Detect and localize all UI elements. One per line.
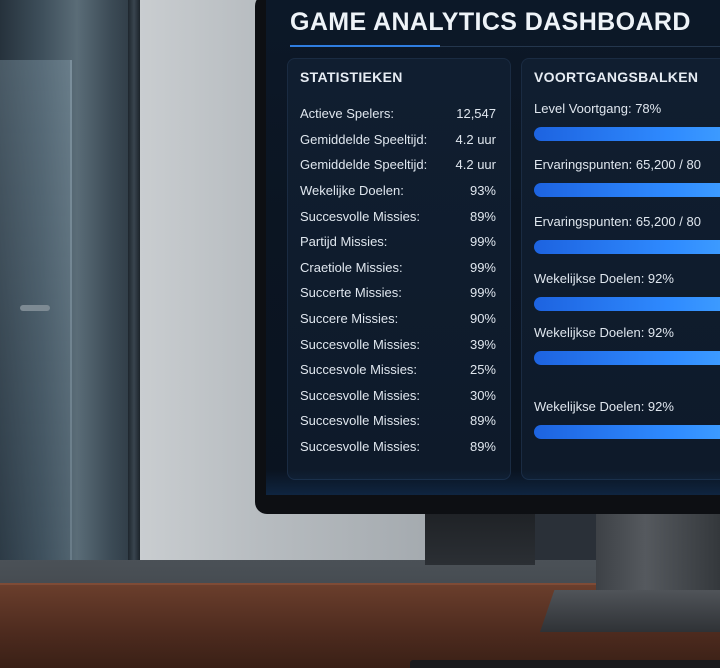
- stat-value: 30%: [469, 387, 496, 403]
- stat-row: Succesvolle Missies: 89%: [300, 408, 496, 434]
- statistics-heading: STATISTIEKEN: [300, 69, 403, 85]
- stat-value: 99%: [469, 259, 496, 275]
- dashboard-title: GAME ANALYTICS DASHBOARD: [290, 8, 691, 36]
- stat-row: Wekelijke Doelen: 93%: [300, 178, 496, 204]
- stat-value: 39%: [469, 336, 496, 352]
- keyboard: [410, 660, 720, 668]
- title-divider: [440, 46, 720, 47]
- progress-bar-label: Ervaringspunten: 65,200 / 80: [534, 214, 701, 229]
- progress-bar-label: Ervaringspunten: 65,200 / 80: [534, 157, 701, 172]
- stat-value: 89%: [469, 208, 496, 224]
- stat-row: Succesvolle Missies: 89%: [300, 434, 496, 460]
- stat-label: Gemiddelde Speeltijd:: [300, 157, 428, 173]
- progress-bar-fill: [534, 297, 720, 311]
- background-object: [425, 505, 535, 565]
- progress-bar-track: [534, 297, 720, 311]
- monitor-stand: [596, 500, 720, 600]
- stat-value: 89%: [469, 413, 496, 429]
- progress-bar-fill: [534, 127, 720, 141]
- stat-row: Succesvolle Missies: 30%: [300, 383, 496, 409]
- stat-value: 4.2 uur: [455, 131, 496, 147]
- stat-value: 90%: [469, 311, 496, 327]
- stat-label: Succesvolle Missies:: [300, 387, 420, 403]
- door-frame: [128, 0, 140, 600]
- stat-row: Gemiddelde Speeltijd: 4.2 uur: [300, 127, 496, 153]
- stat-value: 25%: [469, 362, 496, 378]
- stat-label: Gemiddelde Speeltijd:: [300, 131, 428, 147]
- stat-row: Craetiole Missies: 99%: [300, 255, 496, 281]
- progress-bar-label: Wekelijkse Doelen: 92%: [534, 271, 674, 286]
- progress-bar-track: [534, 425, 720, 439]
- stat-row: Succerte Missies: 99%: [300, 280, 496, 306]
- progress-bar-group: Ervaringspunten: 65,200 / 80: [534, 214, 720, 254]
- progress-bar-fill: [534, 240, 720, 254]
- progress-bar-track: [534, 127, 720, 141]
- stat-row: Partijd Missies: 99%: [300, 229, 496, 255]
- monitor-screen: GAME ANALYTICS DASHBOARD STATISTIEKEN Ac…: [266, 0, 720, 495]
- glass-door: [0, 60, 72, 580]
- stat-label: Succesvolle Missies:: [300, 413, 420, 429]
- progress-bar-label: Level Voortgang: 78%: [534, 101, 662, 116]
- monitor-stand-base: [540, 590, 720, 632]
- title-underline: [290, 45, 440, 47]
- stat-label: Succere Missies:: [300, 311, 399, 327]
- progress-bar-fill: [534, 351, 720, 365]
- stat-label: Craetiole Missies:: [300, 259, 403, 275]
- progress-bar-label: Wekelijkse Doelen: 92%: [534, 399, 674, 414]
- stat-label: Succerte Missies:: [300, 285, 402, 301]
- stat-value: 4.2 uur: [455, 157, 496, 173]
- stat-label: Succesvolle Missies:: [300, 336, 420, 352]
- stat-row: Succere Missies: 90%: [300, 306, 496, 332]
- stat-label: Succesvole Missies:: [300, 362, 418, 378]
- stat-row: Gemiddelde Speeltijd: 4.2 uur: [300, 152, 496, 178]
- progress-bar-group: Wekelijkse Doelen: 92%: [534, 271, 720, 311]
- progress-heading: VOORTGANGSBALKEN: [534, 69, 699, 85]
- stat-label: Partijd Missies:: [300, 234, 388, 250]
- progress-bar-track: [534, 183, 720, 197]
- progress-bar-track: [534, 240, 720, 254]
- progress-bar-fill: [534, 425, 720, 439]
- stat-label: Succesvolle Missies:: [300, 439, 420, 455]
- stat-value: 99%: [469, 285, 496, 301]
- progress-bar-label: Wekelijkse Doelen: 92%: [534, 325, 674, 340]
- stat-row: Succesvolle Missies: 89%: [300, 203, 496, 229]
- stat-row: Succesvole Missies: 25%: [300, 357, 496, 383]
- stat-label: Wekelijke Doelen:: [300, 183, 404, 199]
- progress-bar-fill: [534, 183, 720, 197]
- progress-bar-track: [534, 351, 720, 365]
- statistics-panel: STATISTIEKEN Actieve Spelers: 12,547 Gemid…: [287, 58, 511, 480]
- progress-panel: VOORTGANGSBALKEN Level Voortgang: 78% Erv…: [521, 58, 720, 480]
- progress-bar-group: Wekelijkse Doelen: 92%: [534, 399, 720, 439]
- stat-value: 12,547: [456, 106, 496, 122]
- progress-bar-group: Level Voortgang: 78%: [534, 101, 720, 141]
- stat-label: Actieve Spelers:: [300, 106, 394, 122]
- stat-label: Succesvolle Missies:: [300, 208, 420, 224]
- stat-value: 89%: [469, 439, 496, 455]
- stat-row: Succesvolle Missies: 39%: [300, 331, 496, 357]
- door-handle: [20, 305, 50, 311]
- stat-value: 93%: [469, 183, 496, 199]
- progress-bar-group: Ervaringspunten: 65,200 / 80: [534, 157, 720, 197]
- statistics-list: Actieve Spelers: 12,547 Gemiddelde Speelti…: [300, 101, 496, 459]
- stat-value: 99%: [469, 234, 496, 250]
- stat-row: Actieve Spelers: 12,547: [300, 101, 496, 127]
- progress-bar-group: Wekelijkse Doelen: 92%: [534, 325, 720, 365]
